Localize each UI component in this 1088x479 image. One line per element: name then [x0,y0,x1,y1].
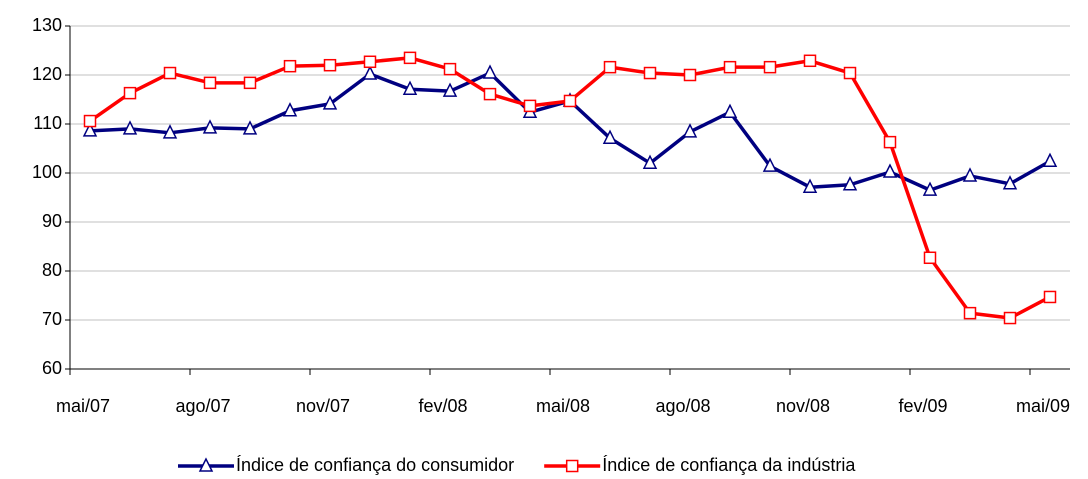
data-point [1003,311,1017,325]
y-tick-label: 60 [42,358,62,378]
data-point [683,68,697,82]
data-point [162,124,178,139]
data-point [1002,175,1018,190]
data-point [323,58,337,72]
data-point [403,51,417,65]
data-point [402,80,418,95]
data-point [882,163,898,178]
data-point [482,64,498,79]
data-point [1043,290,1057,304]
data-point [82,122,98,137]
y-tick-label: 70 [42,309,62,329]
data-point [643,66,657,80]
data-point [442,82,458,97]
data-point [363,55,377,69]
x-tick-label: ago/08 [655,396,710,416]
data-point [963,306,977,320]
data-point [642,154,658,169]
data-point [842,176,858,191]
data-point [682,123,698,138]
data-point [923,251,937,265]
data-point [362,65,378,80]
x-tick-label: mai/08 [536,396,590,416]
data-point [83,114,97,128]
x-tick-label: fev/09 [898,396,947,416]
legend-marker [565,459,579,473]
data-point [843,66,857,80]
data-point [563,94,577,108]
y-tick-label: 80 [42,260,62,280]
data-point [443,62,457,76]
data-point [883,135,897,149]
data-point [803,54,817,68]
x-tick-label: nov/07 [296,396,350,416]
legend-label: Índice de confiança da indústria [602,455,856,475]
data-point [802,178,818,193]
data-point [483,87,497,101]
data-point [523,99,537,113]
data-point [722,103,738,118]
x-tick-label: fev/08 [418,396,467,416]
legend-marker [198,457,214,472]
legend-label: Índice de confiança do consumidor [236,455,514,475]
data-point [282,102,298,117]
data-point [242,120,258,135]
data-point [202,119,218,134]
data-point [922,181,938,196]
data-point [243,76,257,90]
y-tick-label: 120 [32,64,62,84]
data-point [763,60,777,74]
y-tick-label: 100 [32,162,62,182]
data-point [602,129,618,144]
x-tick-label: ago/07 [175,396,230,416]
data-point [203,76,217,90]
y-tick-label: 110 [33,113,62,133]
x-tick-label: mai/07 [56,396,110,416]
data-point [123,86,137,100]
x-tick-label: mai/09 [1016,396,1070,416]
y-tick-label: 90 [42,211,62,231]
data-point [762,157,778,172]
data-point [163,66,177,80]
data-point [322,95,338,110]
data-point [603,60,617,74]
data-point [1042,152,1058,167]
data-point [122,120,138,135]
y-tick-label: 130 [32,15,62,35]
data-point [283,59,297,73]
x-tick-label: nov/08 [776,396,830,416]
data-point [962,167,978,182]
data-point [723,60,737,74]
